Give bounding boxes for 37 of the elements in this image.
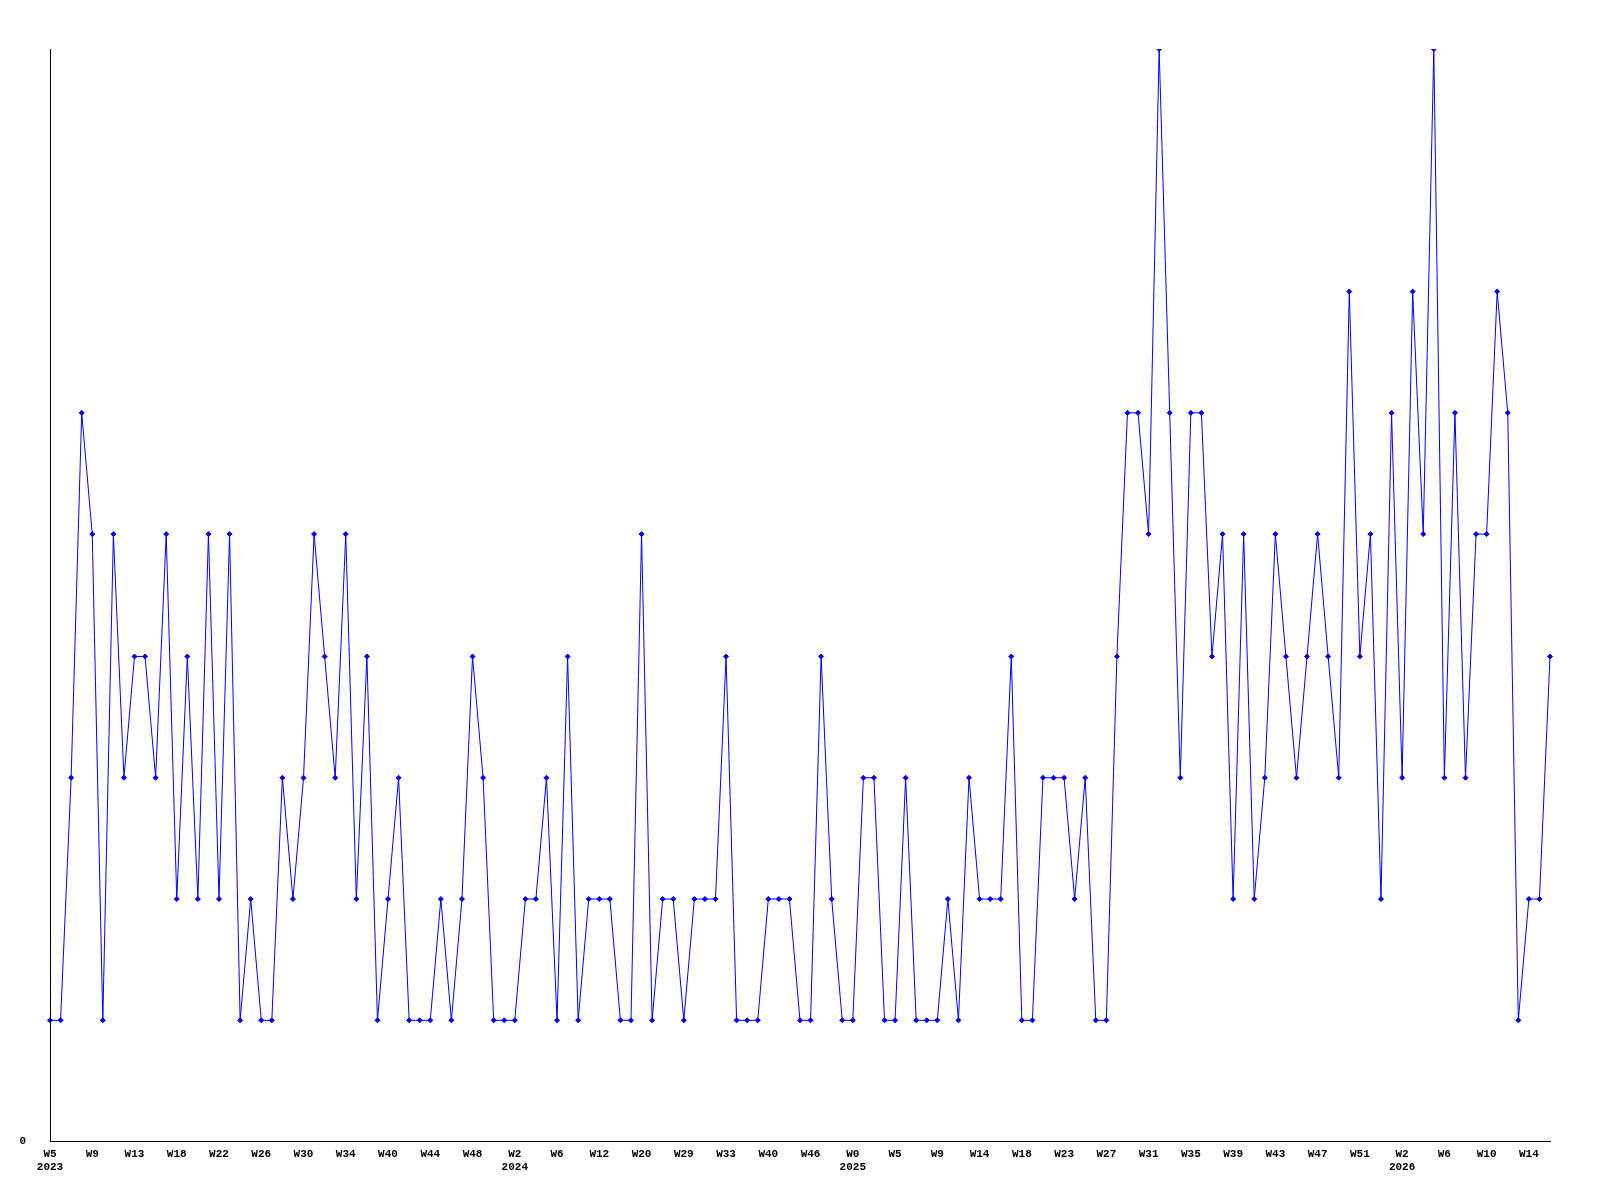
x-tick-label: W12: [589, 1147, 610, 1160]
x-tick-label: W47: [1307, 1147, 1328, 1160]
x-tick-label: W46: [800, 1147, 821, 1160]
x-tick-label: W14: [1518, 1147, 1540, 1160]
x-tick-label: W6: [1437, 1147, 1451, 1160]
x-tick-label: W40: [758, 1147, 779, 1160]
x-tick-label: W9: [930, 1147, 944, 1160]
x-tick-label: W5: [888, 1147, 903, 1160]
x-tick-label: W20: [631, 1147, 652, 1160]
x-tick-label: W35: [1180, 1147, 1202, 1160]
x-tick-label: W29: [673, 1147, 694, 1160]
x-tick-label: W2 2026: [1388, 1147, 1416, 1174]
x-tick-label: W30: [293, 1147, 314, 1160]
x-tick-label: W0 2025: [839, 1147, 867, 1174]
x-tick-label: W48: [462, 1147, 483, 1160]
x-tick-label: W6: [550, 1147, 564, 1160]
x-tick-label: W31: [1138, 1147, 1159, 1160]
x-tick-label: W13: [124, 1147, 145, 1160]
x-tick-label: W44: [420, 1147, 441, 1160]
x-tick-label: W40: [378, 1147, 398, 1160]
x-tick-label: W18: [1011, 1147, 1033, 1160]
text: 0: [19, 1135, 26, 1148]
x-tick-label: W43: [1265, 1147, 1286, 1160]
x-tick-label: W23: [1054, 1147, 1075, 1160]
x-tick-label: W22: [209, 1147, 229, 1160]
x-tick-label: W14: [969, 1147, 990, 1160]
x-tick-label: W10: [1476, 1147, 1497, 1160]
x-tick-label: W2 2024: [501, 1147, 529, 1174]
x-tick-label: W5 2023: [36, 1147, 64, 1174]
x-tick-label: W27: [1096, 1147, 1117, 1160]
x-tick-label: W51: [1349, 1147, 1371, 1160]
x-tick-label: W34: [335, 1147, 357, 1160]
x-tick-label: W39: [1223, 1147, 1243, 1160]
x-tick-label: W18: [166, 1147, 188, 1160]
x-tick-label: W9: [85, 1147, 99, 1160]
x-tick-label: W33: [716, 1147, 737, 1160]
x-tick-label: W26: [251, 1147, 272, 1160]
